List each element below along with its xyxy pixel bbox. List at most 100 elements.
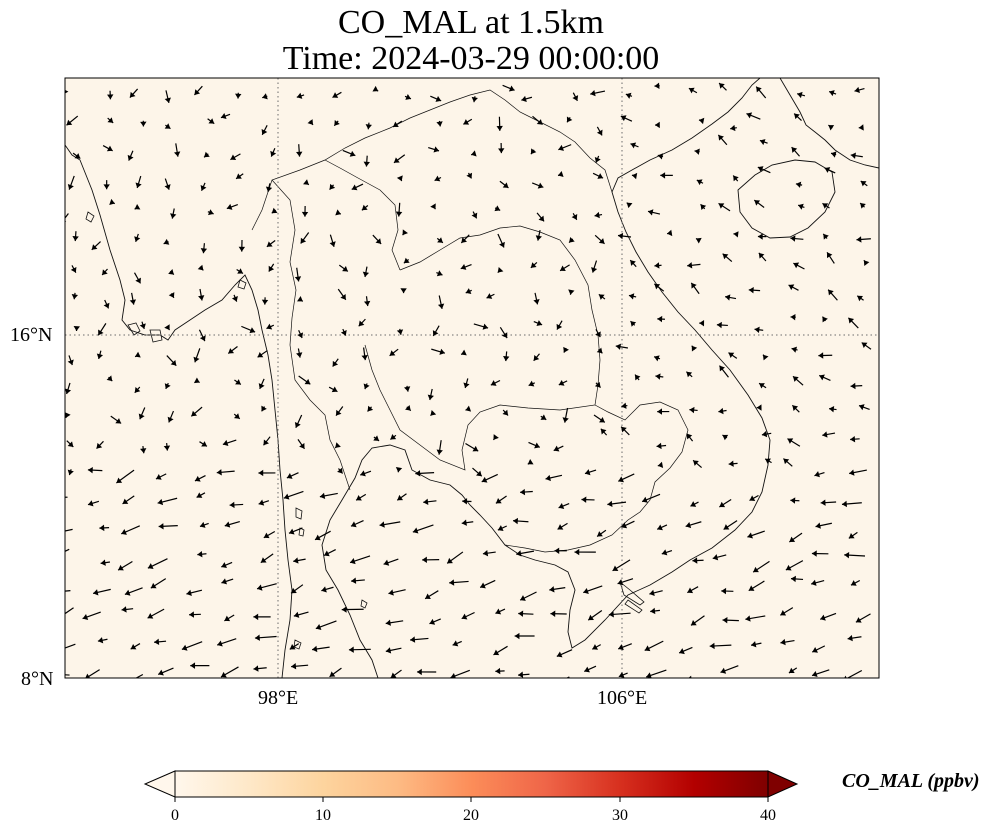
wind-vector-head xyxy=(82,613,89,620)
wind-vector-head xyxy=(199,521,206,528)
wind-vector-head xyxy=(721,587,727,595)
wind-vector-head xyxy=(719,365,725,372)
wind-vector-head xyxy=(266,241,273,247)
wind-vector-head xyxy=(630,142,637,149)
wind-vector-head xyxy=(449,579,455,586)
wind-vector-head xyxy=(502,182,509,188)
wind-vector-head xyxy=(574,548,580,556)
wind-vector-head xyxy=(461,237,467,243)
wind-vector-head xyxy=(430,203,436,210)
wind-vector-head xyxy=(163,445,171,451)
wind-vector-head xyxy=(121,606,127,613)
wind-vector-head xyxy=(393,121,399,127)
wind-vector-head xyxy=(57,646,63,652)
wind-vector-head xyxy=(191,410,198,417)
wind-vector-head xyxy=(712,554,719,561)
wind-vector-head xyxy=(790,575,796,583)
wind-vector-head xyxy=(476,470,482,477)
wind-vector-head xyxy=(363,300,371,307)
wind-vector-head xyxy=(254,634,260,641)
wind-vector-head xyxy=(557,524,564,530)
wind-vector-head xyxy=(221,578,228,585)
wind-vector-head xyxy=(550,610,556,617)
wind-vector-head xyxy=(581,496,587,503)
wind-vector-head xyxy=(127,154,134,161)
colorbar-tick-20: 20 xyxy=(463,807,479,824)
wind-vector-head xyxy=(631,172,638,180)
wind-vector-head xyxy=(334,120,340,126)
wind-vector-head xyxy=(294,422,301,428)
wind-vector-head xyxy=(336,409,342,416)
wind-vector-head xyxy=(164,97,171,103)
wind-vector-head xyxy=(757,166,764,173)
wind-vector-head xyxy=(236,173,242,179)
wind-vector-head xyxy=(608,611,614,618)
wind-vector-head xyxy=(91,244,98,250)
wind-vector-head xyxy=(135,182,142,189)
colorbar xyxy=(143,770,799,802)
wind-vector-head xyxy=(70,266,77,273)
wind-vector-head xyxy=(197,550,203,558)
wind-vector-head xyxy=(720,667,727,674)
wind-vector-head xyxy=(56,550,62,556)
wind-vector-head xyxy=(820,614,826,621)
wind-vector-head xyxy=(762,354,769,361)
wind-vector-head xyxy=(303,179,309,185)
wind-vector-head xyxy=(396,329,404,335)
wind-vector-shaft xyxy=(765,677,767,678)
wind-vector-head xyxy=(340,293,346,300)
wind-vector-head xyxy=(249,327,256,334)
wind-vector-head xyxy=(266,323,273,330)
wind-vector-head xyxy=(495,667,501,675)
wind-vector-head xyxy=(138,413,145,420)
wind-vector-head xyxy=(134,236,141,242)
wind-vector-head xyxy=(173,151,181,157)
wind-vector-head xyxy=(74,153,81,159)
wind-vector-head xyxy=(190,662,196,669)
wind-vector-head xyxy=(790,235,796,242)
wind-vector-head xyxy=(502,409,509,416)
wind-vector-head xyxy=(122,498,129,504)
wind-vector-head xyxy=(572,95,579,101)
wind-vector-head xyxy=(100,559,106,566)
wind-vector-head xyxy=(200,248,208,254)
colorbar-tick-40: 40 xyxy=(760,807,776,824)
wind-vector-head xyxy=(654,82,660,89)
wind-vector-head xyxy=(812,647,818,653)
wind-vector-head xyxy=(99,524,105,532)
wind-vector-head xyxy=(315,623,322,630)
wind-vector-head xyxy=(258,383,265,389)
wind-vector-head xyxy=(527,458,534,465)
wind-vector-head xyxy=(228,348,235,354)
wind-vector-head xyxy=(855,617,862,623)
wind-vector-head xyxy=(635,374,641,381)
wind-vector-head xyxy=(844,551,850,559)
wind-vector-head xyxy=(164,184,171,190)
map-subtitle-time: Time: 2024-03-29 00:00:00 xyxy=(282,40,660,77)
wind-vector-head xyxy=(96,353,104,359)
wind-vector-head xyxy=(831,151,837,158)
wind-vector-head xyxy=(822,431,828,438)
wind-vector-head xyxy=(533,299,540,305)
wind-vector-head xyxy=(791,346,798,353)
wind-vector-head xyxy=(335,442,341,448)
wind-vector-shaft xyxy=(65,674,70,676)
wind-vector-head xyxy=(829,406,835,413)
wind-vector-head xyxy=(558,144,564,151)
wind-vector-head xyxy=(356,495,362,501)
colorbar-extend-max xyxy=(767,770,799,798)
wind-vector-head xyxy=(612,565,619,571)
wind-vector-head xyxy=(388,589,394,596)
wind-vector-head xyxy=(253,665,259,672)
wind-vector-head xyxy=(716,321,722,329)
wind-vector-head xyxy=(607,500,613,508)
wind-vector-head xyxy=(261,299,269,305)
wind-vector-head xyxy=(403,257,410,264)
wind-vector-head xyxy=(220,112,227,119)
wind-vector-head xyxy=(395,467,403,473)
wind-vector-head xyxy=(67,184,74,190)
wind-vector-head xyxy=(630,321,637,327)
wind-vector-head xyxy=(57,494,62,500)
wind-vector-head xyxy=(499,241,505,248)
wind-vector-head xyxy=(728,352,735,358)
